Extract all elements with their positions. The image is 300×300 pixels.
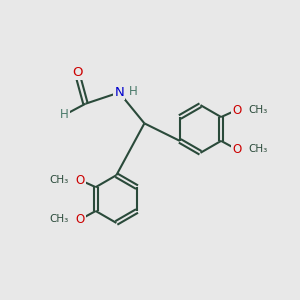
Text: O: O bbox=[232, 103, 241, 116]
Text: H: H bbox=[129, 85, 138, 98]
Text: CH₃: CH₃ bbox=[49, 175, 68, 185]
Text: CH₃: CH₃ bbox=[49, 214, 68, 224]
Text: O: O bbox=[232, 143, 241, 156]
Text: CH₃: CH₃ bbox=[248, 144, 268, 154]
Text: N: N bbox=[114, 86, 124, 99]
Text: H: H bbox=[60, 108, 69, 122]
Text: CH₃: CH₃ bbox=[248, 105, 268, 115]
Text: O: O bbox=[76, 174, 85, 187]
Text: O: O bbox=[72, 66, 82, 80]
Text: O: O bbox=[76, 213, 85, 226]
